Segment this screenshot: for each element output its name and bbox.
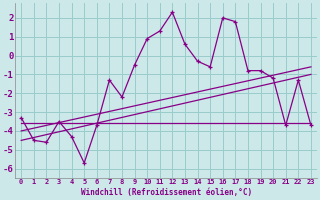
X-axis label: Windchill (Refroidissement éolien,°C): Windchill (Refroidissement éolien,°C) [81, 188, 252, 197]
